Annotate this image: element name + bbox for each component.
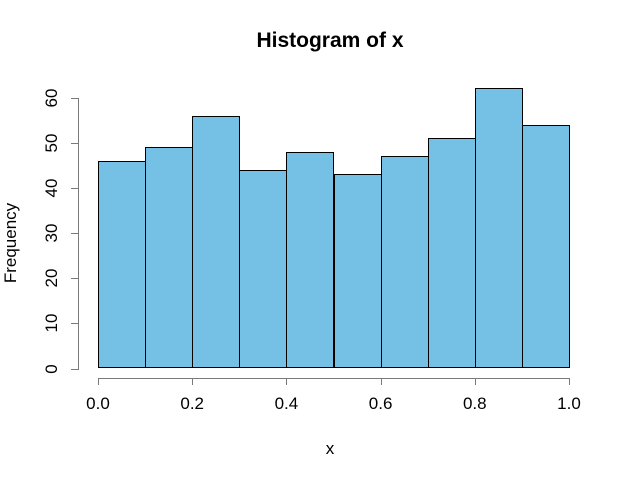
y-tick-label: 50 xyxy=(42,133,61,153)
y-tick-label: 30 xyxy=(42,223,61,243)
y-axis-tick xyxy=(70,233,78,234)
x-tick-label: 0.8 xyxy=(462,394,487,413)
y-axis-tick xyxy=(70,142,78,144)
histogram-bar xyxy=(427,138,476,369)
y-axis-tick xyxy=(70,278,78,280)
y-axis-tick xyxy=(70,368,78,370)
x-axis-tick xyxy=(380,377,382,385)
x-tick-label: 0.6 xyxy=(368,394,393,413)
x-tick-label: 0.0 xyxy=(86,394,110,413)
y-axis-tick xyxy=(70,323,78,325)
x-tick-label: 1.0 xyxy=(557,394,581,413)
y-tick-label: 10 xyxy=(42,313,61,333)
histogram-bar xyxy=(286,151,335,369)
y-axis-tick xyxy=(70,97,78,99)
x-axis-tick xyxy=(98,377,99,385)
x-axis-line xyxy=(98,377,570,379)
histogram-bar xyxy=(98,160,147,369)
x-axis-label: x xyxy=(325,439,335,458)
histogram-bar xyxy=(192,115,241,369)
x-axis-tick xyxy=(192,377,194,385)
histogram-bar xyxy=(380,156,429,369)
y-tick-label: 0 xyxy=(42,363,61,374)
y-tick-label: 40 xyxy=(42,178,61,198)
histogram-bar xyxy=(333,174,382,369)
histogram-bar xyxy=(145,147,194,369)
chart-title: Histogram of x xyxy=(256,29,404,52)
histogram-bar xyxy=(521,124,570,369)
y-axis-line xyxy=(77,97,79,370)
y-tick-label: 20 xyxy=(42,268,61,288)
y-axis-tick xyxy=(70,187,78,189)
x-tick-label: 0.2 xyxy=(180,394,205,413)
histogram-bar xyxy=(239,169,288,369)
x-axis-tick xyxy=(286,377,288,385)
x-axis-tick xyxy=(474,377,476,385)
y-tick-label: 60 xyxy=(42,88,61,107)
x-axis-tick xyxy=(569,377,570,385)
y-axis-label: Frequency xyxy=(1,202,20,284)
x-tick-label: 0.4 xyxy=(274,394,299,413)
histogram-bar xyxy=(474,88,523,369)
